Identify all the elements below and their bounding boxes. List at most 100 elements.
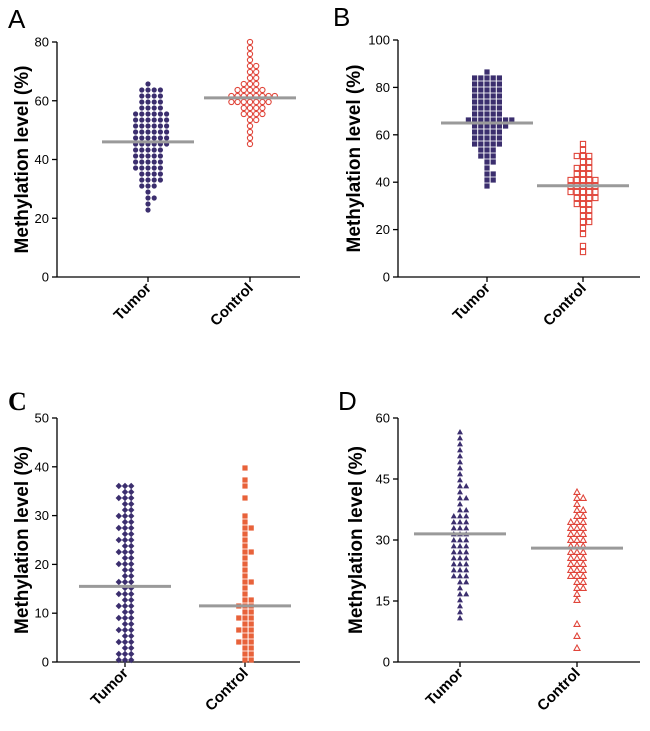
data-point: [457, 591, 463, 597]
data-point: [133, 153, 139, 159]
y-tick-label: 20: [35, 211, 49, 226]
data-point: [496, 93, 502, 99]
data-point: [242, 483, 248, 489]
data-point: [478, 87, 484, 93]
data-point: [121, 512, 129, 520]
data-point: [128, 542, 135, 550]
data-point: [457, 555, 463, 561]
data-point: [145, 93, 151, 99]
data-point: [133, 165, 139, 171]
data-point: [496, 105, 502, 111]
data-point: [484, 117, 490, 123]
x-category-label: Control: [540, 280, 590, 330]
y-tick-label: 10: [35, 606, 49, 621]
data-point: [579, 230, 587, 238]
data-point: [240, 80, 247, 88]
data-point: [121, 650, 129, 658]
data-point: [121, 572, 129, 580]
data-point: [128, 548, 135, 556]
data-point: [496, 123, 502, 129]
data-point: [566, 571, 575, 579]
data-point: [450, 561, 457, 567]
data-point: [496, 99, 502, 105]
data-point: [450, 555, 457, 561]
data-point: [490, 123, 496, 129]
data-point: [490, 159, 496, 165]
data-point: [145, 117, 151, 123]
data-point: [139, 159, 145, 165]
data-point: [566, 553, 575, 561]
data-point: [573, 164, 580, 172]
data-point: [242, 555, 248, 561]
y-tick-label: 80: [35, 35, 49, 50]
data-point: [579, 571, 588, 579]
data-point: [450, 549, 457, 555]
data-point: [478, 81, 484, 87]
y-tick-label: 0: [42, 270, 49, 285]
y-tick-label: 30: [376, 533, 390, 548]
data-point: [242, 537, 248, 543]
data-point: [121, 638, 129, 646]
y-tick-label: 40: [376, 175, 390, 190]
data-point: [246, 80, 254, 88]
data-point: [133, 147, 139, 153]
data-point: [121, 482, 129, 490]
data-point: [463, 555, 470, 561]
data-point: [450, 567, 457, 573]
data-point: [592, 176, 599, 184]
data-point: [145, 177, 151, 183]
data-point: [457, 543, 463, 549]
data-point: [121, 578, 129, 586]
y-tick-label: 45: [376, 472, 390, 487]
data-point: [463, 561, 470, 567]
data-point: [566, 517, 575, 525]
data-point: [457, 585, 463, 591]
data-point: [579, 194, 587, 202]
data-point: [503, 123, 509, 129]
data-point: [139, 135, 145, 141]
data-point: [145, 171, 151, 177]
data-point: [457, 561, 463, 567]
data-point: [579, 206, 587, 214]
data-point: [450, 537, 457, 543]
data-point: [490, 177, 496, 183]
data-point: [157, 165, 163, 171]
data-point: [573, 523, 581, 531]
data-point: [164, 117, 170, 123]
data-point: [579, 218, 587, 226]
data-point: [573, 595, 581, 603]
data-point: [472, 141, 478, 147]
data-point: [490, 93, 496, 99]
data-point: [450, 543, 457, 549]
data-point: [151, 129, 157, 135]
data-point: [579, 164, 587, 172]
data-point: [248, 651, 254, 657]
data-point: [567, 188, 574, 196]
data-point: [457, 573, 463, 579]
data-point: [463, 525, 470, 531]
data-point: [457, 429, 463, 435]
data-point: [484, 165, 490, 171]
data-point: [128, 644, 135, 652]
data-point: [579, 152, 587, 160]
panel-C: C 0 10 20 30 40 50 Methylation level (%) Tumor Co…: [8, 387, 300, 715]
data-point: [133, 135, 139, 141]
data-point: [573, 511, 581, 519]
data-point: [579, 493, 588, 501]
data-point: [145, 123, 151, 129]
data-point: [248, 645, 254, 651]
data-point: [457, 441, 463, 447]
data-point: [157, 153, 163, 159]
panel-D: D 0 15 30 45 60 Methylation level (%) Tumor Cont…: [338, 386, 640, 715]
data-point: [145, 87, 151, 93]
data-point: [242, 621, 248, 627]
data-point: [259, 98, 266, 106]
data-point: [573, 517, 581, 525]
data-point: [242, 543, 248, 549]
data-point: [484, 159, 490, 165]
data-point: [484, 99, 490, 105]
data-point: [463, 579, 470, 585]
data-point: [139, 105, 145, 111]
data-point: [145, 81, 151, 87]
data-point: [246, 98, 254, 106]
